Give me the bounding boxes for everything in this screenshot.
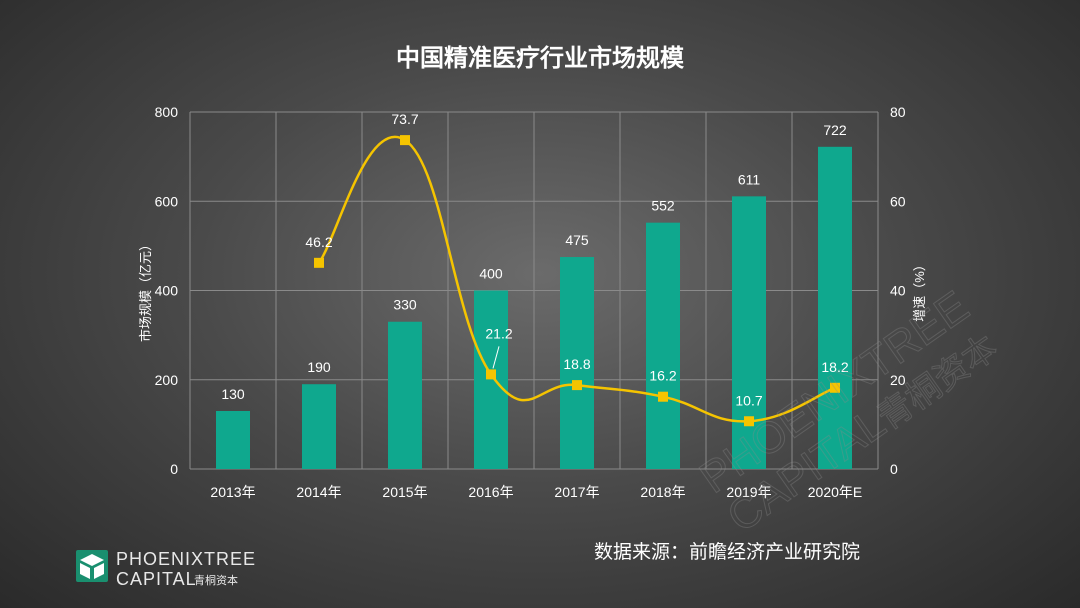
- line-marker: [400, 135, 410, 146]
- bar: [388, 321, 422, 469]
- line-data-label: 18.2: [821, 359, 848, 375]
- bar-data-label: 190: [307, 359, 331, 375]
- leader-line: [492, 346, 500, 369]
- x-tick-label: 2016年: [468, 484, 513, 500]
- logo-line2: CAPITAL: [116, 569, 197, 589]
- bar-data-label: 330: [393, 297, 417, 313]
- bar: [474, 290, 508, 469]
- bar-series: [216, 146, 852, 469]
- line-data-label: 18.8: [563, 356, 590, 372]
- bar-data-label: 130: [221, 386, 245, 402]
- x-tick-label: 2014年: [296, 484, 341, 500]
- line-data-label: 16.2: [649, 368, 676, 384]
- line-labels: 46.2 73.7 21.2 18.8 16.2 10.7 18.2: [305, 111, 848, 408]
- line-data-label: 73.7: [391, 111, 418, 127]
- bar-data-label: 475: [565, 232, 589, 248]
- logo-cube-icon: [80, 554, 104, 579]
- line-marker: [486, 369, 496, 380]
- y2-tick-label: 40: [890, 283, 906, 299]
- y-axis-title: 市场规模（亿元）: [138, 238, 153, 342]
- left-axis-ticks: 0 200 400 600 800: [155, 104, 179, 477]
- logo-cn: 青桐资本: [194, 573, 238, 587]
- growth-line: [317, 135, 836, 423]
- y-tick-label: 200: [155, 372, 179, 388]
- bar-data-label: 552: [651, 198, 675, 214]
- x-tick-label: 2018年: [640, 484, 685, 500]
- y2-axis-title: 增速（%）: [912, 258, 927, 322]
- bar-data-label: 400: [479, 266, 503, 282]
- y-tick-label: 600: [155, 193, 179, 209]
- y-tick-label: 0: [170, 461, 178, 477]
- x-tick-label: 2015年: [382, 484, 427, 500]
- x-axis-ticks: 2013年 2014年 2015年 2016年 2017年 2018年 2019年 2020年…: [210, 484, 862, 500]
- line-marker: [830, 382, 840, 393]
- line-data-label: 46.2: [305, 234, 332, 250]
- y2-tick-label: 20: [890, 372, 906, 388]
- x-tick-label: 2013年: [210, 484, 255, 500]
- y-tick-label: 800: [155, 104, 179, 120]
- y2-tick-label: 0: [890, 461, 898, 477]
- x-tick-label: 2020年E: [808, 484, 862, 500]
- bar-data-label: 611: [738, 171, 761, 187]
- x-tick-label: 2019年: [726, 484, 771, 500]
- y2-tick-label: 80: [890, 104, 906, 120]
- bar: [818, 146, 852, 469]
- line-marker: [572, 380, 582, 391]
- bar: [216, 410, 250, 469]
- line-marker: [314, 257, 324, 268]
- x-tick-label: 2017年: [554, 484, 599, 500]
- logo-line1: PHOENIXTREE: [116, 549, 256, 569]
- line-marker: [658, 391, 668, 402]
- bar-data-label: 722: [823, 122, 847, 138]
- line-series: [314, 135, 840, 427]
- bar-labels: 130 190 330 400 475 552 611 722: [221, 122, 847, 402]
- logo: PHOENIXTREE CAPITAL 青桐资本: [76, 549, 256, 589]
- bar: [302, 384, 336, 469]
- bar: [646, 222, 680, 469]
- y-tick-label: 400: [155, 283, 179, 299]
- line-data-label: 10.7: [735, 392, 762, 408]
- y2-tick-label: 60: [890, 193, 906, 209]
- bar: [560, 257, 594, 469]
- chart-title: 中国精准医疗行业市场规模: [396, 44, 685, 72]
- source-text: 数据来源：前瞻经济产业研究院: [594, 541, 860, 563]
- line-data-label: 21.2: [485, 325, 512, 341]
- right-axis-ticks: 0 20 40 60 80: [890, 104, 906, 477]
- line-marker: [744, 416, 754, 427]
